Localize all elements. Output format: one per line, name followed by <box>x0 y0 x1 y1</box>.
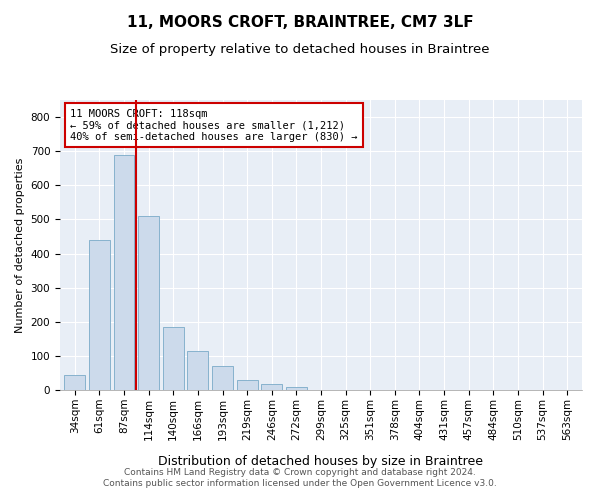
Text: Size of property relative to detached houses in Braintree: Size of property relative to detached ho… <box>110 42 490 56</box>
Bar <box>236 380 257 390</box>
Bar <box>212 366 233 390</box>
Text: Contains HM Land Registry data © Crown copyright and database right 2024.
Contai: Contains HM Land Registry data © Crown c… <box>103 468 497 487</box>
Bar <box>261 384 282 390</box>
Bar <box>163 327 184 390</box>
Text: 11, MOORS CROFT, BRAINTREE, CM7 3LF: 11, MOORS CROFT, BRAINTREE, CM7 3LF <box>127 15 473 30</box>
Bar <box>138 216 159 390</box>
Bar <box>187 351 208 390</box>
Bar <box>286 388 307 390</box>
Bar <box>64 374 85 390</box>
Bar <box>113 154 134 390</box>
Y-axis label: Number of detached properties: Number of detached properties <box>15 158 25 332</box>
Bar <box>89 240 110 390</box>
Text: 11 MOORS CROFT: 118sqm
← 59% of detached houses are smaller (1,212)
40% of semi-: 11 MOORS CROFT: 118sqm ← 59% of detached… <box>70 108 358 142</box>
Text: Distribution of detached houses by size in Braintree: Distribution of detached houses by size … <box>158 455 484 468</box>
